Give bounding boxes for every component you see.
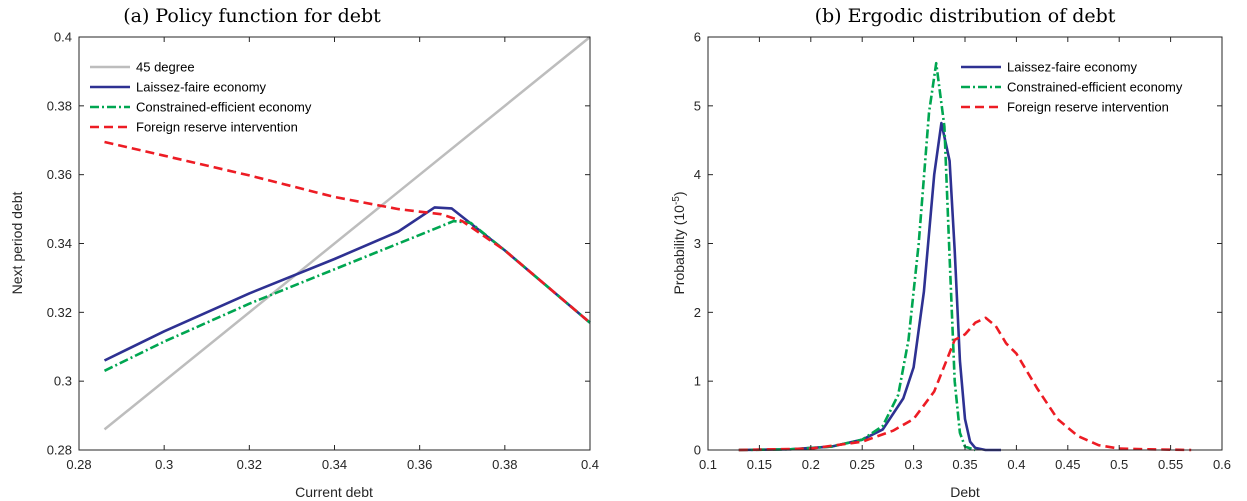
chart-b-series-2-line [738,316,1192,452]
chart-a-y-tick-label: 0.3 [54,374,72,389]
chart-a-y-tick-label: 0.34 [47,236,72,251]
chart-b-y-tick-label: 5 [694,98,701,113]
chart-a-x-tick-label: 0.32 [237,457,262,472]
chart-b-ylabel-exponent: -5 [671,196,682,205]
chart-a-legend: 45 degree Laissez-faire economy Constraine… [90,60,312,135]
chart-b-x-tick-label: 0.45 [1055,457,1080,472]
chart-b-y-tick-label: 0 [694,443,701,458]
chart-b-y-tick-label: 3 [694,236,701,251]
chart-a-y-tick-label: 0.4 [54,30,72,45]
chart-b-title: (b) Ergodic distribution of debt [815,5,1116,27]
chart-b-x-tick-label: 0.2 [802,457,820,472]
chart-a-x-tick-label: 0.36 [407,457,432,472]
chart-b-series-1-line [738,61,976,452]
chart-b-xlabel: Debt [950,484,980,500]
chart-b-legend-label: Foreign reserve intervention [1007,100,1169,115]
chart-a-series-3-line [104,140,591,324]
chart-a-x-tick-label: 0.3 [155,457,173,472]
chart-b-y-tick-label: 4 [694,167,701,182]
chart-a-x-tick-label: 0.34 [322,457,347,472]
chart-b-x-tick-label: 0.4 [1007,457,1025,472]
chart-a-y-tick-label: 0.32 [47,305,72,320]
chart-a-y-tick-label: 0.28 [47,443,72,458]
chart-b-x-tick-label: 0.55 [1158,457,1183,472]
policy-function-chart: (a) Policy function for debt 0.28 0.3 0.32… [9,5,599,500]
chart-b-legend-label: Laissez-faire economy [1007,60,1138,75]
chart-b-x-tick-label: 0.6 [1213,457,1231,472]
chart-b-legend-label: Constrained-efficient economy [1007,80,1183,95]
chart-a-ylabel: Next period debt [9,192,25,295]
chart-a-legend-label: Foreign reserve intervention [136,120,298,135]
chart-a-series-2-line [103,219,591,372]
chart-b-x-tick-label: 0.1 [699,457,717,472]
chart-b-y-tick-label: 1 [694,374,701,389]
chart-a-xlabel: Current debt [295,484,373,500]
chart-b-x-tick-label: 0.35 [952,457,977,472]
chart-b-x-tick-label: 0.5 [1110,457,1128,472]
chart-b-ylabel-main: Probability (10 [671,205,687,295]
chart-b-y-tick-label: 6 [694,30,701,45]
chart-b-ylabel: Probability (10-5) [671,191,688,294]
chart-b-series-0-line [738,121,1001,452]
chart-a-legend-label: 45 degree [136,60,195,75]
chart-b-y-tick-label: 2 [694,305,701,320]
chart-a-series-1-line [103,206,591,362]
chart-b-x-tick-label: 0.3 [905,457,923,472]
chart-a-x-tick-label: 0.38 [492,457,517,472]
chart-a-legend-label: Laissez-faire economy [136,80,267,95]
chart-a-legend-label: Constrained-efficient economy [136,100,312,115]
chart-a-series-0-line [103,36,591,431]
chart-b-x-tick-label: 0.25 [850,457,875,472]
chart-b-legend: Laissez-faire economy Constrained-efficie… [961,60,1183,115]
chart-a-x-tick-label: 0.28 [66,457,91,472]
chart-b-ylabel-end: ) [671,191,687,196]
ergodic-distribution-chart: (b) Ergodic distribution of debt 0.1 0.15… [671,5,1232,500]
chart-b-x-tick-label: 0.15 [747,457,772,472]
chart-a-y-tick-label: 0.36 [47,167,72,182]
chart-a-title: (a) Policy function for debt [123,5,381,27]
chart-a-y-tick-label: 0.38 [47,98,72,113]
chart-a-x-tick-label: 0.4 [581,457,599,472]
